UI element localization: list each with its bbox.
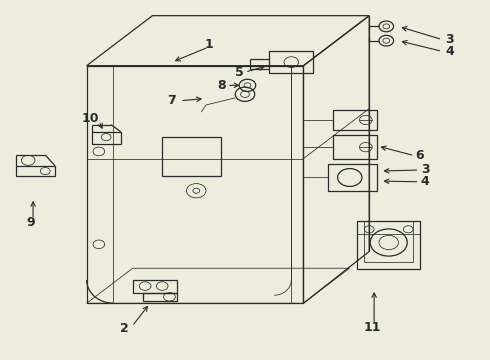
Text: 7: 7 [168,94,176,107]
Text: 5: 5 [235,66,244,78]
Text: 3: 3 [445,33,454,46]
Text: 10: 10 [81,112,99,125]
Text: 2: 2 [120,323,128,336]
Text: 6: 6 [415,149,424,162]
Text: 8: 8 [217,79,226,92]
Text: 1: 1 [204,38,213,51]
Text: 4: 4 [445,45,454,58]
Text: 3: 3 [421,163,430,176]
Text: 9: 9 [26,216,35,229]
Text: 11: 11 [364,321,381,334]
Polygon shape [162,137,220,176]
Text: 4: 4 [421,175,430,188]
